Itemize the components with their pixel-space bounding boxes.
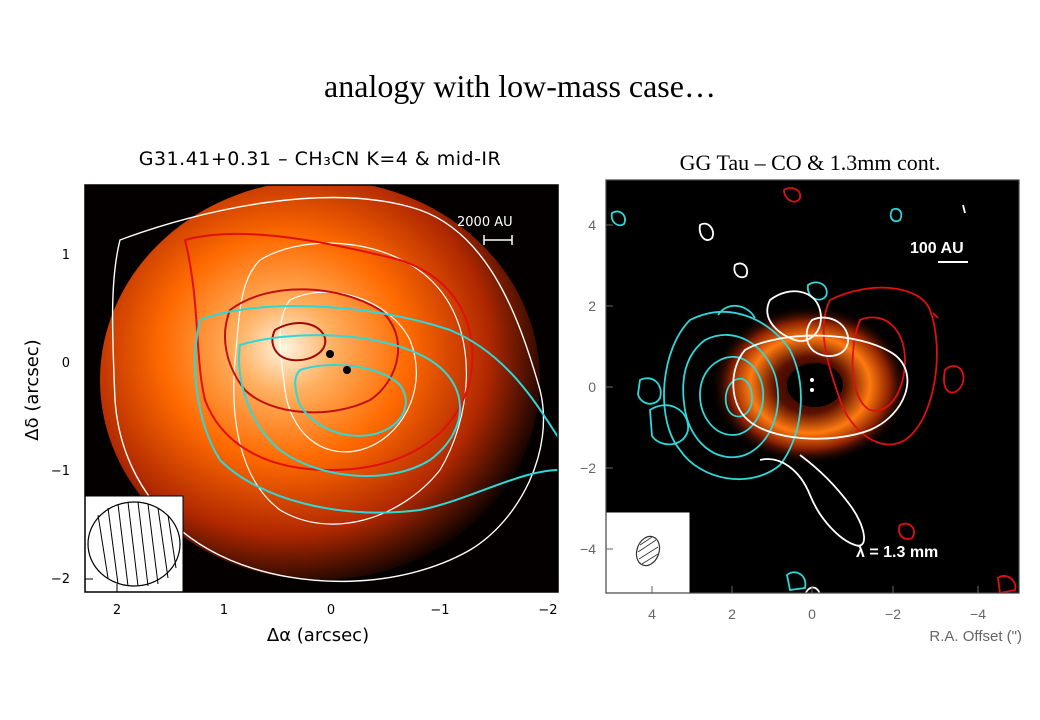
left-white-contour-outer <box>111 196 545 583</box>
left-source-marker-1 <box>326 350 334 358</box>
left-scale-bar <box>483 235 513 245</box>
right-y-tick: 2 <box>588 298 596 314</box>
left-y-tick: −2 <box>51 572 70 587</box>
right-y-tick: −2 <box>580 460 596 476</box>
left-y-tick: 1 <box>62 248 70 263</box>
right-white-contours <box>698 204 966 593</box>
right-x-axis-label: R.A. Offset (") <box>929 628 1022 645</box>
right-x-tick-labels: 4 2 0 −2 −4 <box>648 606 986 622</box>
left-axes-frame <box>84 184 559 593</box>
left-y-tick: 0 <box>62 356 70 371</box>
right-cyan-contours <box>610 207 903 592</box>
right-red-contours <box>783 187 1017 593</box>
right-y-tick: 4 <box>588 217 596 233</box>
right-tick-marks <box>606 224 979 593</box>
left-white-contour-inner <box>279 291 417 453</box>
left-tick-marks <box>85 254 549 592</box>
right-wavelength-label: λ = 1.3 mm <box>856 544 938 561</box>
right-x-tick: 4 <box>648 606 656 622</box>
left-panel-title: G31.41+0.31 – CH₃CN K=4 & mid-IR <box>138 148 502 170</box>
left-x-tick: 1 <box>220 603 228 618</box>
right-y-tick: 0 <box>588 379 596 395</box>
left-beam-inset <box>84 495 184 593</box>
right-star-marker <box>810 378 814 382</box>
right-map-panel: 100 AU λ = 1.3 mm 4 2 0 −2 −4 4 2 0 <box>580 179 1022 645</box>
left-red-contour-mid <box>224 288 400 414</box>
left-cyan-contour-mid <box>238 334 461 477</box>
left-x-tick: −2 <box>538 603 557 618</box>
left-red-contour-inner <box>271 322 327 362</box>
left-source-marker-2 <box>343 366 351 374</box>
left-y-tick-labels: 1 0 −1 −2 <box>51 248 70 587</box>
left-x-tick: −1 <box>430 603 449 618</box>
left-white-contour-mid <box>233 242 467 525</box>
left-red-contour-outer <box>183 232 474 472</box>
left-map-panel: 2000 AU 2 1 0 <box>22 184 559 646</box>
slide-title: analogy with low-mass case… <box>324 68 716 104</box>
right-panel-title: GG Tau – CO & 1.3mm cont. <box>679 150 941 175</box>
left-scale-label: 2000 AU <box>457 215 513 230</box>
right-x-tick: −2 <box>885 606 901 622</box>
right-beam-inset <box>605 511 691 594</box>
right-x-tick: −4 <box>970 606 986 622</box>
left-y-axis-label: Δδ (arcsec) <box>22 339 43 440</box>
left-x-tick: 2 <box>113 603 121 618</box>
left-y-tick: −1 <box>51 464 70 479</box>
left-x-tick: 0 <box>327 603 335 618</box>
right-x-tick: 2 <box>728 606 736 622</box>
right-scale-label: 100 AU <box>910 240 964 257</box>
left-cyan-contour-outer <box>194 305 558 514</box>
left-x-axis-label: Δα (arcsec) <box>267 625 369 646</box>
right-star-marker <box>810 388 814 392</box>
right-x-tick: 0 <box>808 606 816 622</box>
left-cyan-contour-inner <box>294 364 407 437</box>
right-y-tick: −4 <box>580 541 596 557</box>
right-y-tick-labels: 4 2 0 −2 −4 <box>580 217 596 557</box>
left-x-tick-labels: 2 1 0 −1 −2 <box>113 603 558 618</box>
